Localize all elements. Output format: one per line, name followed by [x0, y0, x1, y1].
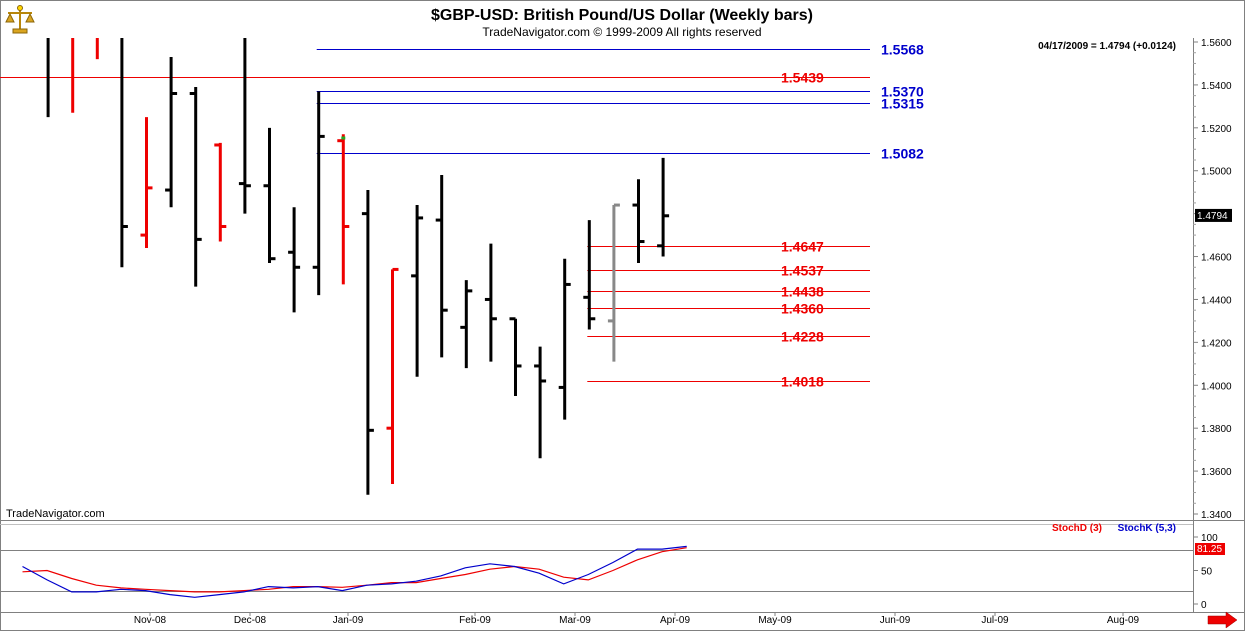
y-tick-label: 1.3600 [1201, 467, 1232, 478]
x-tick-label: Mar-09 [559, 615, 591, 626]
scales-icon[interactable] [4, 4, 36, 34]
date-readout: 04/17/2009 = 1.4794 (+0.0124) [1038, 41, 1176, 52]
stoch-value-tag: 81.25 [1195, 543, 1225, 555]
stoch-value-label: 81.25 [1197, 544, 1222, 555]
level-label: 1.4228 [781, 329, 824, 345]
level-label: 1.4537 [781, 263, 824, 279]
x-tick-label: Jan-09 [333, 615, 364, 626]
price-y-axis: 1.56001.54001.52001.50001.48001.46001.44… [1193, 38, 1232, 521]
level-label: 1.4438 [781, 284, 824, 300]
x-tick-label: Aug-09 [1107, 615, 1140, 626]
y-tick-label: 1.4400 [1201, 295, 1232, 306]
x-tick-label: Jul-09 [981, 615, 1009, 626]
level-label: 1.5439 [781, 70, 824, 86]
current-price-label: 1.4794 [1197, 211, 1228, 222]
chart-title: $GBP-USD: British Pound/US Dollar (Weekl… [431, 7, 813, 24]
current-price-tag: 1.4794 [1195, 208, 1232, 222]
y-tick-label: 1.3400 [1201, 510, 1232, 521]
level-label: 1.5568 [881, 42, 924, 58]
stoch-tick-label: 50 [1201, 567, 1213, 578]
x-tick-label: Nov-08 [134, 615, 167, 626]
stoch-y-axis: 100 50 0 [1193, 533, 1218, 611]
y-tick-label: 1.5600 [1201, 38, 1232, 49]
scroll-right-arrow-icon[interactable] [1207, 611, 1238, 629]
stoch-k-legend: StochK (5,3) [1118, 523, 1176, 534]
level-label: 1.5370 [881, 84, 924, 100]
chart-subtitle: TradeNavigator.com © 1999-2009 All right… [482, 25, 761, 39]
x-tick-label: Apr-09 [660, 615, 690, 626]
watermark: TradeNavigator.com [6, 508, 105, 520]
x-axis: Nov-08 Dec-08 Jan-09 Feb-09 Mar-09 Apr-09 May-… [134, 612, 1140, 626]
price-bars [46, 38, 670, 495]
x-tick-label: Jun-09 [880, 615, 911, 626]
y-tick-label: 1.5200 [1201, 124, 1232, 135]
y-tick-label: 1.5400 [1201, 81, 1232, 92]
level-label: 1.5082 [881, 146, 924, 162]
x-tick-label: May-09 [758, 615, 792, 626]
y-tick-label: 1.5000 [1201, 167, 1232, 178]
y-tick-label: 1.4200 [1201, 338, 1232, 349]
x-tick-label: Feb-09 [459, 615, 491, 626]
stoch-k-line [22, 545, 687, 598]
level-label: 1.4018 [781, 374, 824, 390]
level-label: 1.4360 [781, 301, 824, 317]
stoch-tick-label: 100 [1201, 533, 1218, 544]
y-tick-label: 1.3800 [1201, 424, 1232, 435]
stoch-d-legend: StochD (3) [1052, 523, 1102, 534]
stoch-tick-label: 0 [1201, 600, 1207, 611]
x-tick-label: Dec-08 [234, 615, 267, 626]
level-label: 1.4647 [781, 239, 824, 255]
level-label: 1.5315 [881, 96, 924, 112]
y-tick-label: 1.4000 [1201, 381, 1232, 392]
y-tick-label: 1.4600 [1201, 253, 1232, 264]
stoch-d-line [22, 547, 687, 593]
stoch-lines [22, 545, 687, 598]
